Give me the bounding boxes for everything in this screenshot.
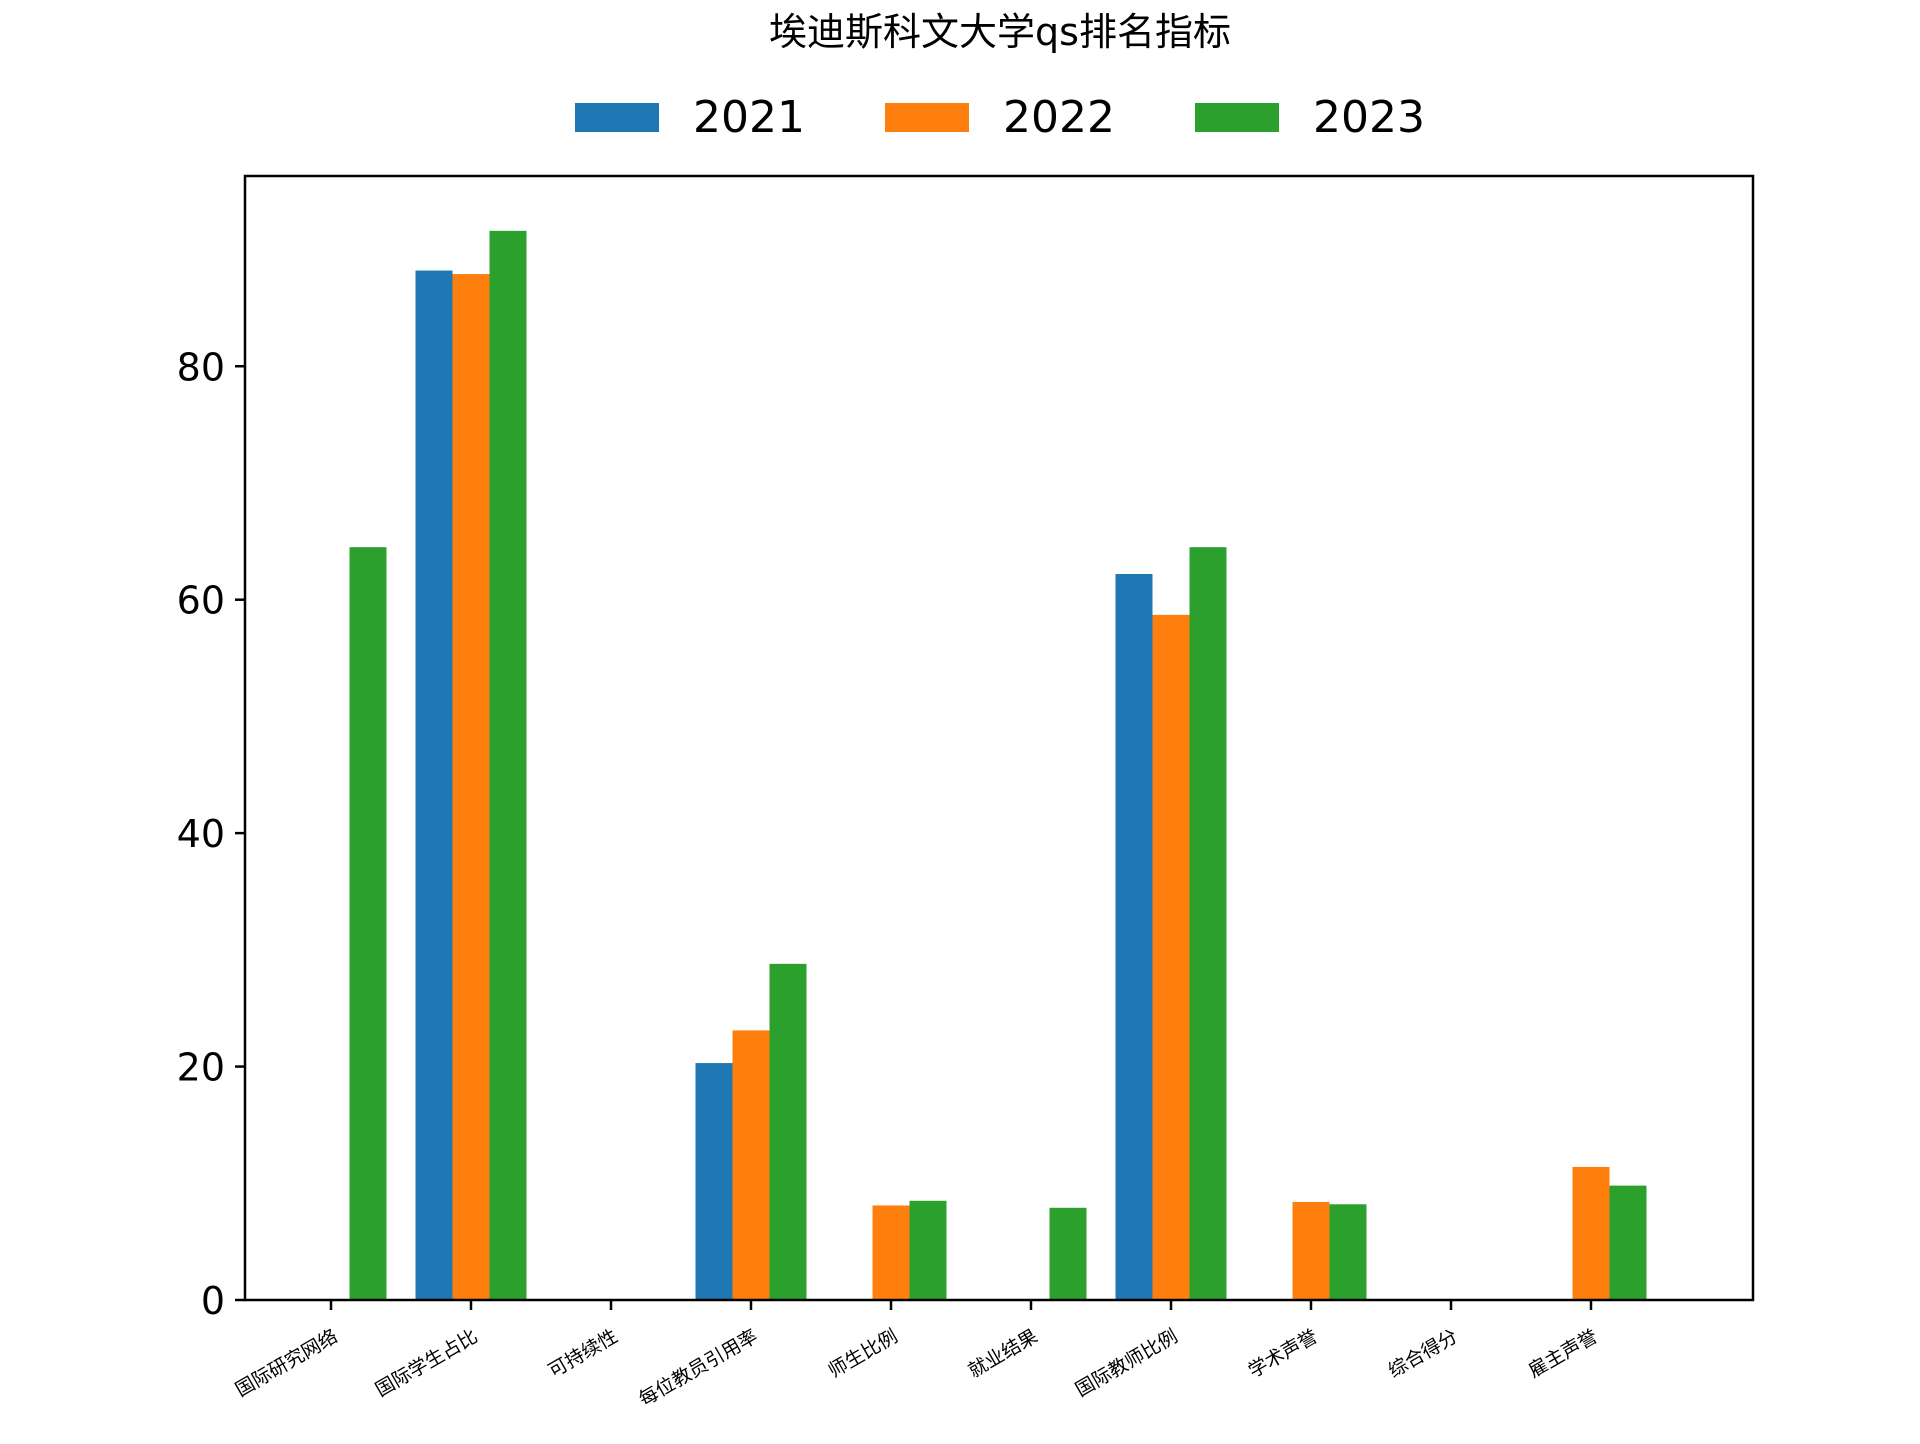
y-tick-label: 0 (201, 1279, 225, 1323)
bar-2021-6 (1115, 574, 1153, 1300)
legend-label-2022: 2022 (1003, 92, 1115, 143)
x-tick-label: 国际教师比例 (1072, 1325, 1182, 1401)
bar-2023-5 (1049, 1207, 1087, 1300)
y-tick-label: 60 (177, 579, 225, 623)
bar-2022-6 (1152, 614, 1190, 1300)
x-tick-label: 雇主声誉 (1525, 1325, 1602, 1382)
bar-2022-4 (872, 1205, 910, 1300)
bar-2022-9 (1572, 1166, 1610, 1300)
x-tick-label: 综合得分 (1385, 1325, 1462, 1382)
bar-2022-3 (732, 1030, 770, 1300)
y-tick-label: 20 (177, 1046, 225, 1090)
bar-2021-1 (415, 270, 453, 1300)
y-tick-label: 80 (177, 345, 225, 389)
legend-swatch-2022 (885, 103, 969, 132)
x-tick-label: 学术声誉 (1245, 1325, 1322, 1382)
legend-swatch-2021 (575, 103, 659, 132)
x-tick-label: 就业结果 (965, 1325, 1042, 1382)
chart-title: 埃迪斯科文大学qs排名指标 (769, 10, 1231, 54)
x-tick-label: 每位教员引用率 (635, 1325, 761, 1411)
legend-label-2023: 2023 (1313, 92, 1425, 143)
bar-2022-1 (452, 274, 490, 1300)
plot-area: 0 20 40 60 80 国际研究网络 国际学生占比 可持续性 每位教员引用率 师生比例 就业结果… (177, 230, 1647, 1411)
legend-label-2021: 2021 (693, 92, 805, 143)
x-tick-label: 国际学生占比 (372, 1325, 482, 1401)
plot-frame (243, 174, 1755, 1302)
bar-2023-7 (1329, 1204, 1367, 1300)
bar-2023-6 (1189, 547, 1227, 1300)
bar-2023-4 (909, 1200, 947, 1300)
bar-2022-7 (1292, 1201, 1330, 1300)
x-tick-label: 国际研究网络 (232, 1325, 342, 1401)
x-tick-label: 师生比例 (825, 1325, 902, 1382)
bar-2023-3 (769, 963, 807, 1300)
bar-2021-3 (695, 1063, 733, 1300)
y-tick-label: 40 (177, 812, 225, 856)
bar-2023-9 (1609, 1185, 1647, 1300)
legend-swatch-2023 (1195, 103, 1279, 132)
legend: 2021 2022 2023 (575, 92, 1425, 143)
bar-2023-1 (489, 230, 527, 1301)
x-tick-label: 可持续性 (545, 1325, 622, 1382)
bar-2023-0 (349, 547, 387, 1300)
